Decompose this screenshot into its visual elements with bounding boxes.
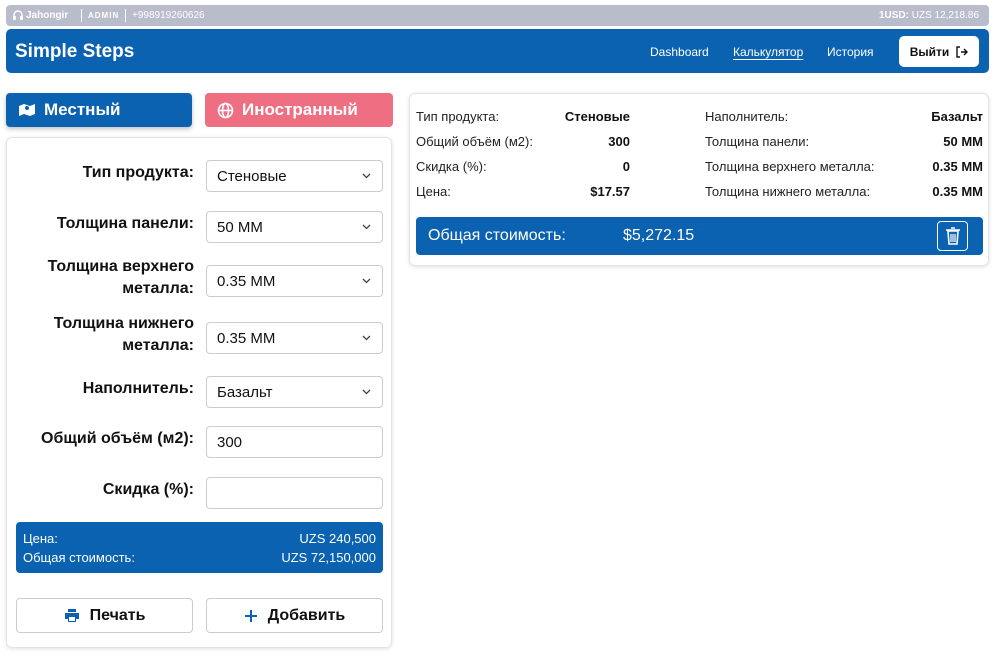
result-value: 300 xyxy=(608,134,630,149)
result-label: Цена: xyxy=(416,184,451,199)
trash-icon xyxy=(946,227,960,245)
result-value: 0.35 MM xyxy=(932,159,983,174)
result-label: Толщина нижнего металла: xyxy=(705,184,871,199)
add-button[interactable]: Добавить xyxy=(206,598,383,633)
result-value: Базальт xyxy=(931,109,983,124)
separator xyxy=(81,9,82,22)
tab-local[interactable]: Местный xyxy=(6,93,192,127)
print-button[interactable]: Печать xyxy=(16,598,193,633)
select[interactable]: Базальт xyxy=(206,376,383,408)
result-value: $17.57 xyxy=(590,184,630,199)
tab-foreign[interactable]: Иностранный xyxy=(205,93,393,127)
user-role: ADMIN xyxy=(88,11,120,20)
phone: +998919260626 xyxy=(132,10,205,21)
headset-icon xyxy=(13,10,23,20)
input-value: 0.35 MM xyxy=(217,329,276,347)
result-label: Скидка (%): xyxy=(416,159,487,174)
input-value: 50 MM xyxy=(217,218,263,236)
result-label: Общий объём (м2): xyxy=(416,134,533,149)
field-label: Толщина нижнего металла: xyxy=(53,315,194,354)
field-label: Толщина панели: xyxy=(56,215,194,232)
tab-text: Иностранный xyxy=(242,100,358,119)
chevron-icon xyxy=(362,173,371,179)
price-value: UZS 240,500 xyxy=(299,531,376,546)
brand[interactable]: Simple Steps xyxy=(15,41,135,62)
field-label: Толщина верхнего металла: xyxy=(47,258,194,297)
top-bar: Jahongir ADMIN +998919260626 1USD: UZS 1… xyxy=(6,5,989,26)
field-label: Общий объём (м2): xyxy=(41,430,194,447)
user-name: Jahongir xyxy=(26,10,69,21)
result-total: Общая стоимость: $5,272.15 xyxy=(416,217,983,255)
text-input[interactable]: 300 xyxy=(206,426,383,458)
input-value: Базальт xyxy=(217,383,273,401)
select[interactable]: Стеновые xyxy=(206,160,383,192)
select[interactable]: 50 MM xyxy=(206,211,383,243)
result-label: Толщина верхнего металла: xyxy=(705,159,875,174)
result-label: Тип продукта: xyxy=(416,109,500,124)
input-value: 0.35 MM xyxy=(217,272,276,290)
total-value: UZS 72,150,000 xyxy=(281,550,376,565)
chevron-icon xyxy=(362,278,371,284)
result-value: 0 xyxy=(622,159,630,174)
summary-box: Цена: UZS 240,500 Общая стоимость: UZS 7… xyxy=(16,522,383,573)
result-card: Общая стоимость: $5,272.15 Тип продукта:… xyxy=(409,93,989,266)
result-label: Наполнитель: xyxy=(705,109,789,124)
result-value: 50 MM xyxy=(943,134,983,149)
input-value: Стеновые xyxy=(217,167,287,185)
chevron-icon xyxy=(362,335,371,341)
printer-icon xyxy=(64,609,79,622)
nav-link-active[interactable]: Калькулятор xyxy=(733,45,804,59)
button-text: Добавить xyxy=(267,606,346,624)
select[interactable]: 0.35 MM xyxy=(206,322,383,354)
result-value: Стеновые xyxy=(564,109,630,124)
map-icon xyxy=(19,104,35,116)
input-value: 300 xyxy=(217,433,243,451)
button-text: Печать xyxy=(89,606,146,624)
text-input[interactable] xyxy=(206,477,383,509)
logout-text: Выйти xyxy=(909,44,950,59)
globe-icon xyxy=(217,102,234,118)
logout-icon xyxy=(956,45,969,58)
result-value: 0.35 MM xyxy=(932,184,983,199)
price-label: Цена: xyxy=(23,531,58,546)
field-label: Наполнитель: xyxy=(82,380,194,397)
rate-value: UZS 12,218.86 xyxy=(911,10,979,21)
separator xyxy=(125,9,126,22)
delete-button[interactable] xyxy=(937,221,968,251)
navbar: Simple Steps Dashboard Калькулятор Истор… xyxy=(6,29,989,73)
result-label: Толщина панели: xyxy=(705,134,810,149)
total-value: $5,272.15 xyxy=(623,227,695,244)
rate-label: 1USD: xyxy=(878,10,909,21)
tab-text: Местный xyxy=(44,100,121,119)
field-label: Тип продукта: xyxy=(82,164,194,181)
form-card: Цена: UZS 240,500 Общая стоимость: UZS 7… xyxy=(6,137,392,648)
total-label: Общая стоимость: xyxy=(23,550,135,565)
logout-button[interactable]: Выйти xyxy=(899,36,979,67)
field-label: Скидка (%): xyxy=(102,481,194,498)
plus-icon xyxy=(244,609,257,622)
nav-link[interactable]: История xyxy=(827,45,874,59)
nav-link[interactable]: Dashboard xyxy=(650,45,709,59)
chevron-icon xyxy=(362,224,371,230)
chevron-icon xyxy=(362,389,371,395)
total-label: Общая стоимость: xyxy=(428,227,566,244)
select[interactable]: 0.35 MM xyxy=(206,265,383,297)
